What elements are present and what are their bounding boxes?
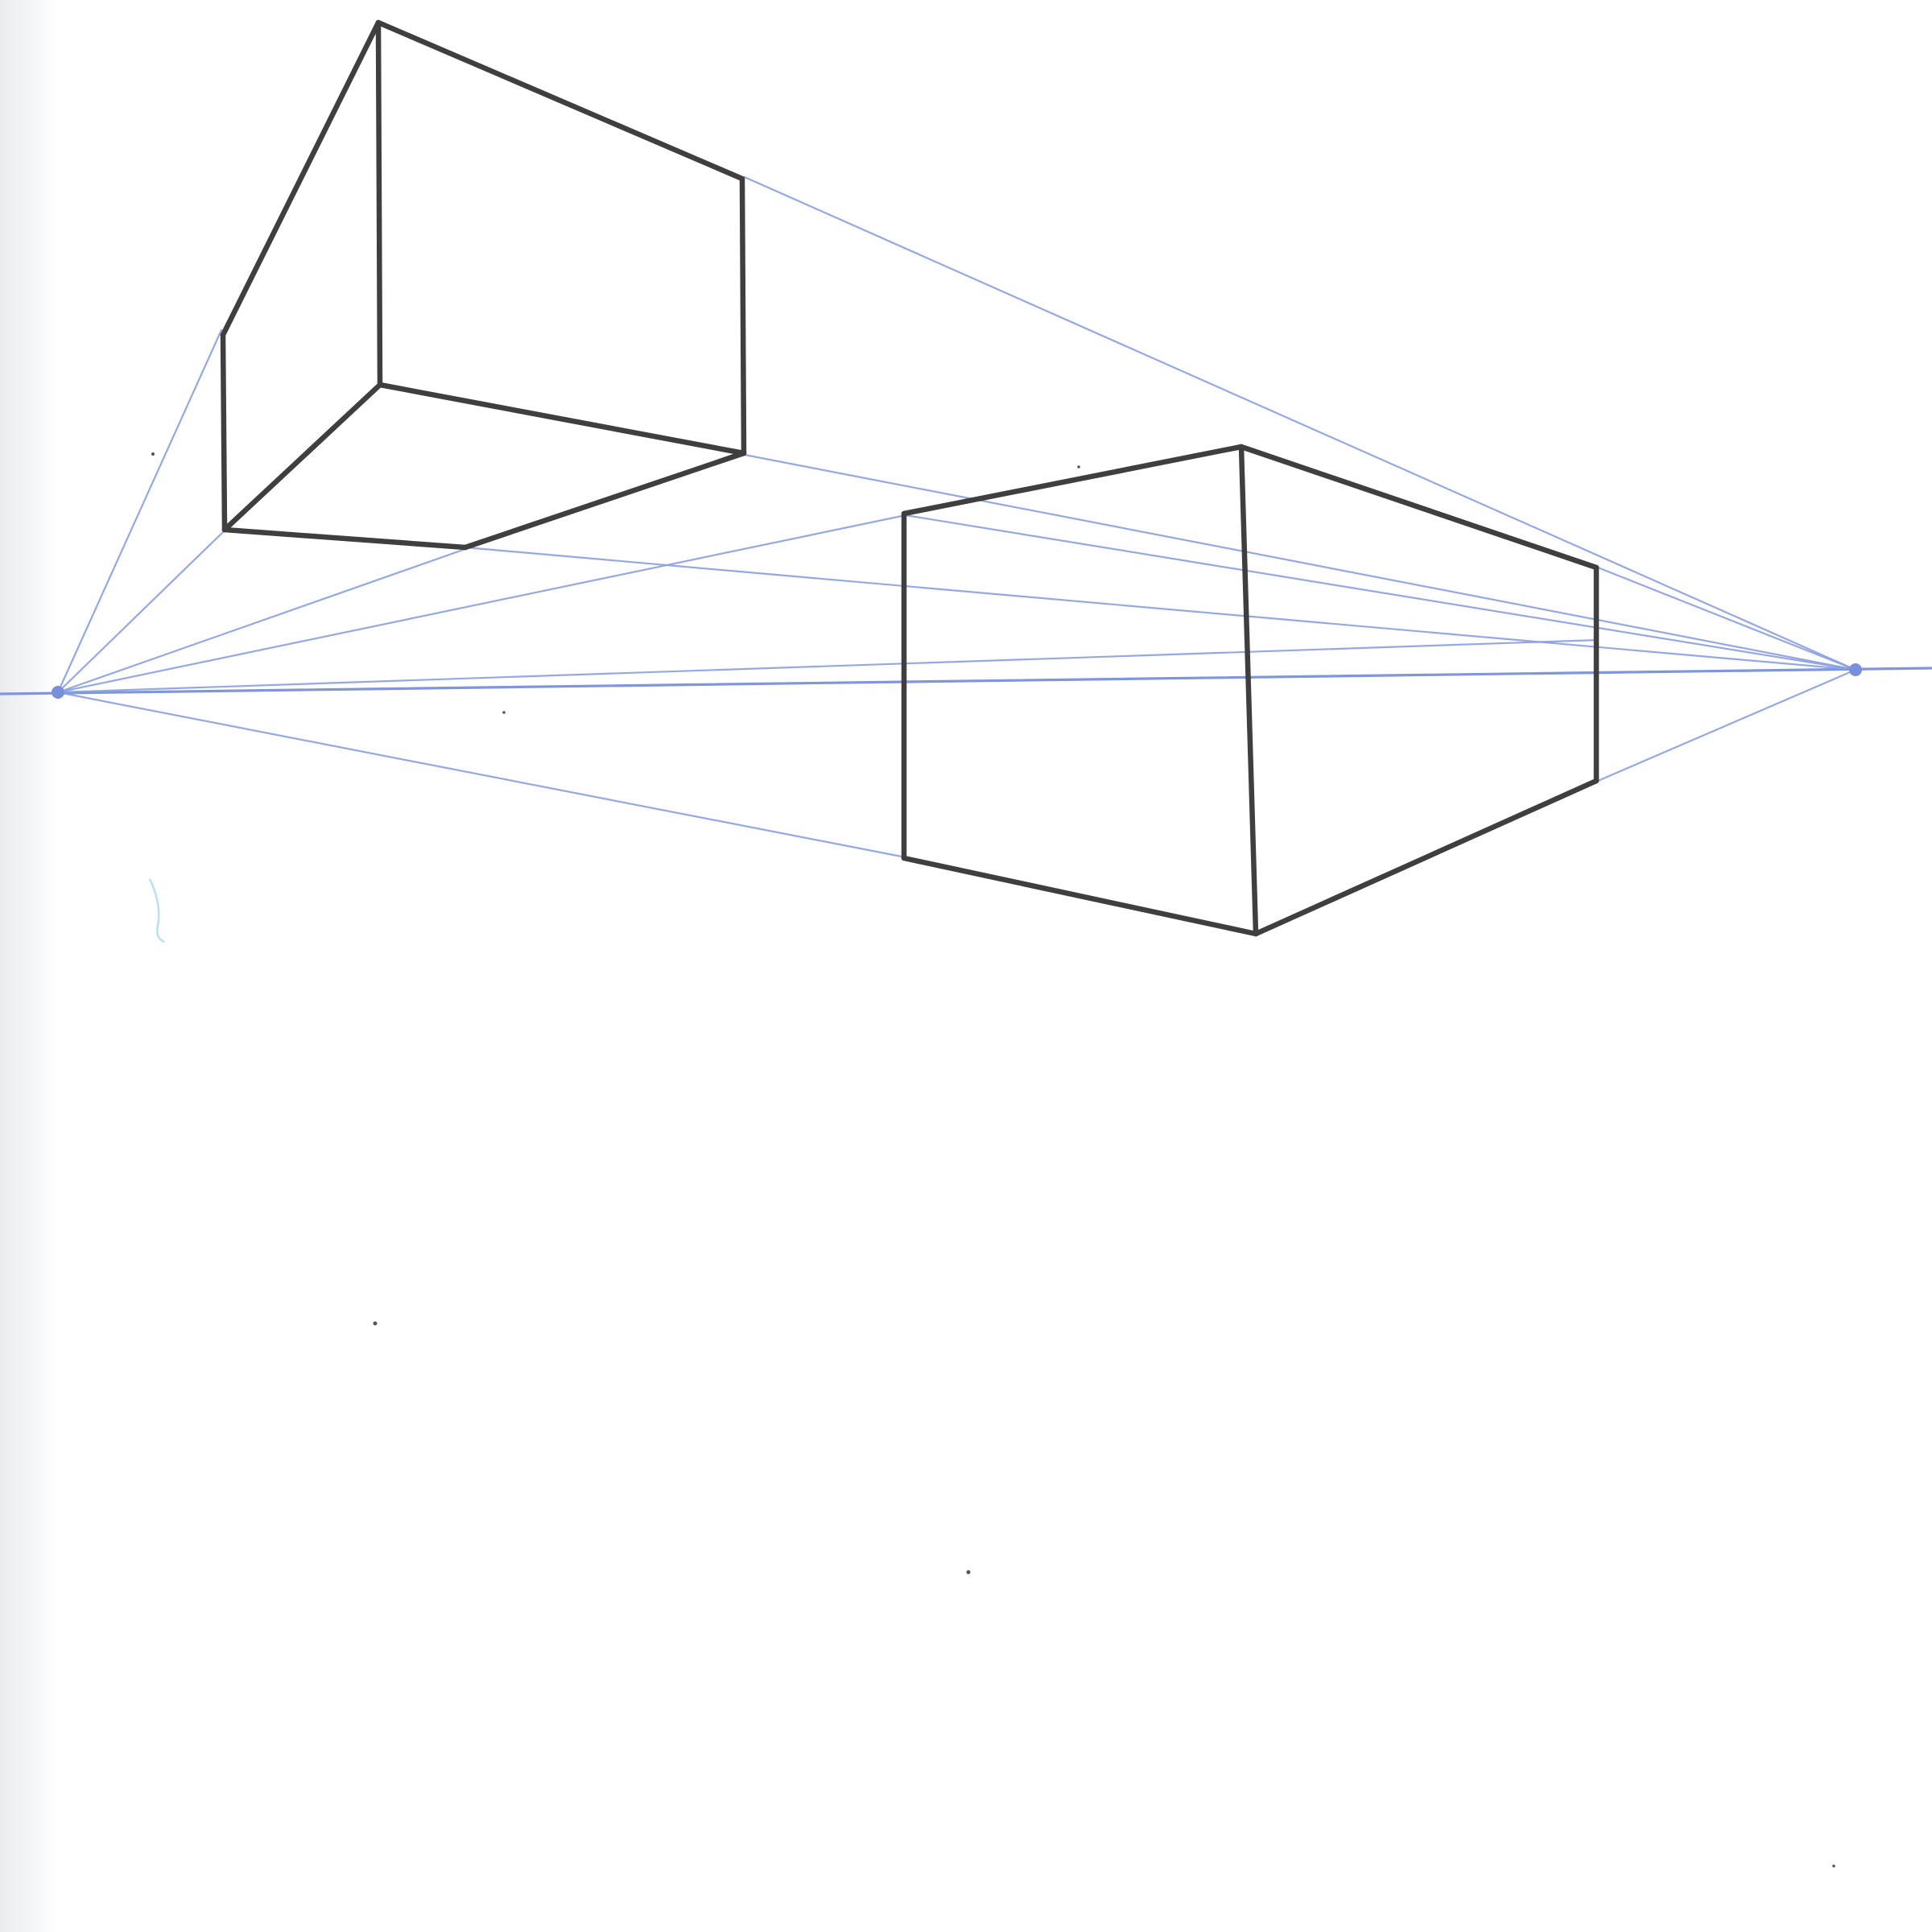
guide-right-from-box2-bottom [1596,668,1857,782]
left-vanishing-guides [56,328,1600,859]
guide-left-to-box2-bottom-left [56,691,907,859]
pencil-speck [1077,465,1080,469]
pencil-speck [1832,1864,1835,1868]
left-vanishing-point [52,686,64,699]
lower-box [901,444,1600,937]
lower-box-top-right-edge [1238,444,1600,571]
right-vanishing-guides [464,175,1857,782]
paper-shadow-edge [0,0,56,1932]
paper-marks [148,452,1835,1868]
guide-left-to-box1-top-left [56,328,223,694]
blue-smudge-mark [148,878,165,943]
upper-box-front-vertical-edge [375,19,383,388]
upper-box-top-left-edge [220,19,382,338]
pencil-speck [373,1321,378,1326]
guide-right-from-box1-bottom [743,453,1857,671]
right-vanishing-point [1849,663,1862,676]
pencil-speck [966,1570,971,1575]
upper-box-left-vertical-edge [220,332,228,533]
guide-right-from-box2-top-left [904,514,1857,671]
lower-box-bottom-left-edge [901,855,1259,937]
guide-left-to-box2-right-mid [56,638,1600,694]
upper-box-bottom-right-edge [462,450,747,551]
upper-box-top-right-edge [375,19,745,182]
pencil-speck [502,711,506,714]
guide-left-to-box1-bottom-left [56,530,225,694]
guide-left-to-box2-top-left [56,514,907,694]
upper-box-inner-bottom-right-edge [377,382,747,456]
guide-right-from-box1-top [743,175,1857,671]
lower-box-top-left-edge [901,444,1245,517]
pencil-speck [151,452,155,456]
guide-right-from-box2-top [1596,566,1857,671]
horizon-line [0,667,1932,696]
upper-box-inner-bottom-left-edge [221,382,383,533]
guide-right-from-box1-front-bottom [464,546,1857,671]
upper-box-right-vertical-edge [739,175,747,456]
upper-box [220,19,747,551]
lower-box-bottom-right-edge [1253,778,1600,937]
lower-box-front-vertical-edge [1238,444,1259,937]
upper-box-bottom-left-edge [221,526,469,551]
